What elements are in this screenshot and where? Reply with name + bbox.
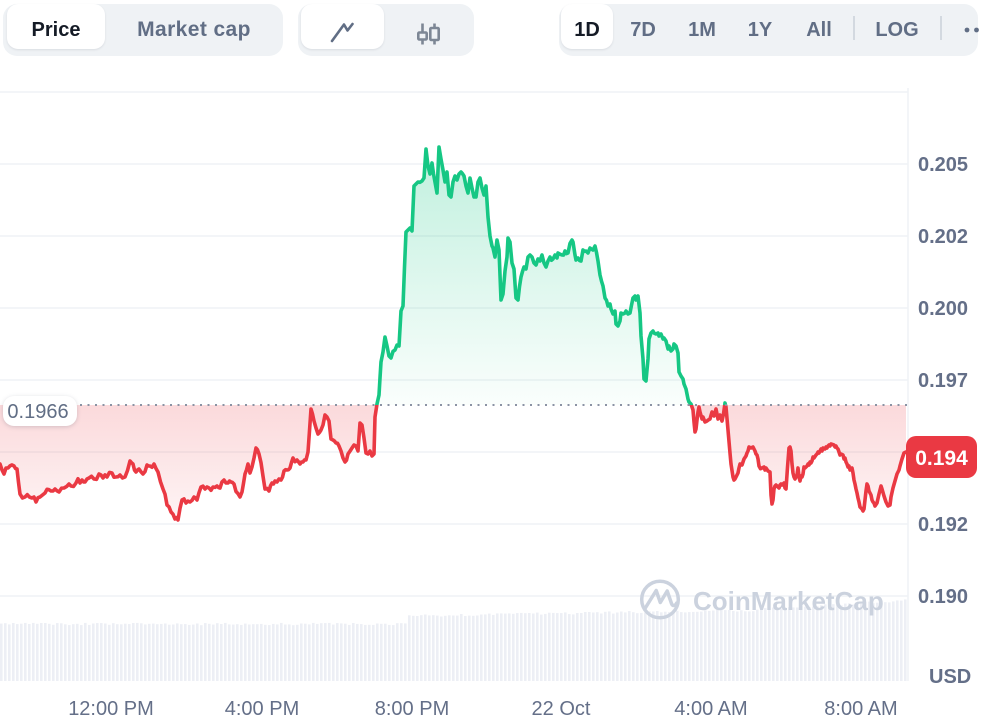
- svg-text:4:00 PM: 4:00 PM: [225, 698, 299, 720]
- svg-text:4:00 AM: 4:00 AM: [674, 698, 747, 720]
- svg-text:0.205: 0.205: [918, 154, 968, 176]
- svg-text:0.202: 0.202: [918, 226, 968, 248]
- svg-text:0.194: 0.194: [915, 447, 968, 470]
- svg-text:0.197: 0.197: [918, 370, 968, 392]
- svg-text:8:00 AM: 8:00 AM: [824, 698, 897, 720]
- svg-text:12:00 PM: 12:00 PM: [68, 698, 154, 720]
- svg-text:22 Oct: 22 Oct: [532, 698, 591, 720]
- svg-text:8:00 PM: 8:00 PM: [375, 698, 449, 720]
- svg-text:0.1966: 0.1966: [7, 401, 68, 423]
- svg-text:0.200: 0.200: [918, 298, 968, 320]
- svg-text:0.192: 0.192: [918, 514, 968, 536]
- svg-text:USD: USD: [929, 666, 971, 688]
- svg-text:0.190: 0.190: [918, 586, 968, 608]
- svg-text:CoinMarketCap: CoinMarketCap: [693, 586, 884, 616]
